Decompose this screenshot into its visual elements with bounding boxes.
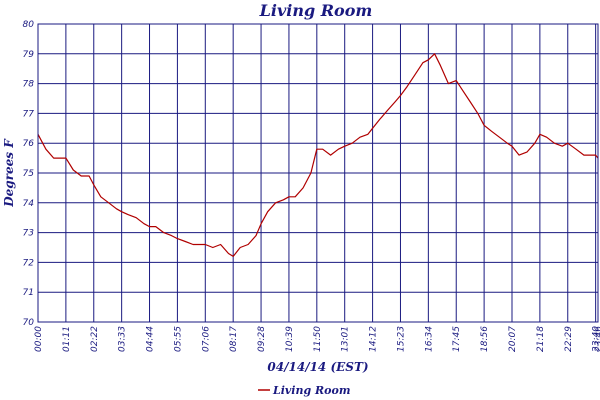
y-tick-label: 73 bbox=[23, 229, 35, 239]
y-tick-label: 80 bbox=[23, 20, 35, 30]
x-tick-label: 08:17 bbox=[229, 326, 239, 352]
x-tick-label: 16:34 bbox=[424, 326, 434, 352]
y-tick-label: 72 bbox=[23, 258, 35, 268]
x-tick-label: 20:07 bbox=[508, 326, 518, 352]
x-axis-ticks: 00:00 01:11 02:22 03:33 04:44 05:55 07:06 08:17… bbox=[34, 326, 600, 352]
y-axis-label: Degrees F bbox=[2, 138, 16, 208]
y-tick-label: 77 bbox=[23, 109, 35, 119]
plot-frame bbox=[37, 23, 599, 323]
grid bbox=[37, 23, 599, 323]
x-tick-label: 23:46 bbox=[594, 326, 600, 352]
x-tick-label: 10:39 bbox=[285, 326, 295, 352]
x-tick-label: 03:33 bbox=[118, 326, 128, 352]
y-tick-label: 71 bbox=[23, 288, 34, 298]
x-tick-label: 02:22 bbox=[90, 326, 100, 352]
x-tick-label: 04:44 bbox=[146, 326, 156, 352]
y-tick-label: 76 bbox=[23, 139, 35, 149]
x-axis-label: 04/14/14 (EST) bbox=[267, 360, 368, 374]
y-tick-label: 70 bbox=[23, 318, 35, 328]
x-tick-label: 21:18 bbox=[536, 326, 546, 352]
x-tick-label: 15:23 bbox=[396, 326, 406, 352]
y-tick-label: 74 bbox=[23, 199, 35, 209]
series-line-0 bbox=[37, 53, 599, 257]
x-tick-label: 00:00 bbox=[34, 326, 44, 352]
x-tick-label: 01:11 bbox=[62, 326, 72, 352]
x-tick-label: 14:12 bbox=[369, 326, 379, 352]
x-tick-label: 11:50 bbox=[313, 326, 323, 352]
legend-label: Living Room bbox=[272, 384, 350, 397]
legend: Living Room bbox=[258, 384, 350, 397]
chart-title: Living Room bbox=[259, 1, 373, 20]
y-tick-label: 75 bbox=[23, 169, 35, 179]
x-tick-label: 17:45 bbox=[452, 326, 462, 352]
x-tick-label: 22:29 bbox=[564, 326, 574, 352]
y-axis-ticks: 70 71 72 73 74 75 76 77 78 79 80 bbox=[23, 20, 35, 328]
x-tick-label: 05:55 bbox=[173, 326, 183, 352]
x-tick-label: 13:01 bbox=[341, 326, 351, 352]
y-tick-label: 79 bbox=[23, 50, 35, 60]
x-tick-label: 07:06 bbox=[201, 326, 211, 352]
series-layer bbox=[37, 53, 599, 257]
x-tick-label: 23:40 bbox=[592, 326, 600, 352]
x-tick-label: 18:56 bbox=[480, 326, 490, 352]
y-tick-label: 78 bbox=[23, 80, 35, 90]
x-tick-label: 09:28 bbox=[257, 326, 267, 352]
